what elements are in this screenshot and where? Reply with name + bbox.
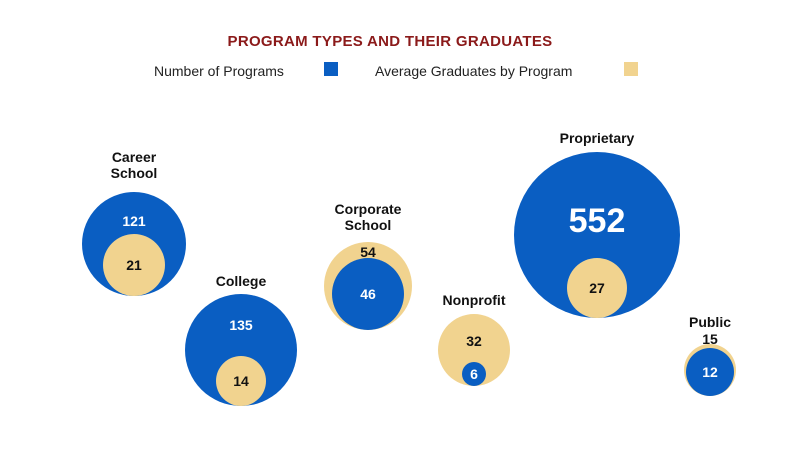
programs-value-label: 46 (360, 286, 376, 302)
programs-value-label: 6 (470, 366, 478, 382)
legend: Number of Programs Average Graduates by … (154, 62, 638, 79)
graduates-bubble (438, 314, 510, 386)
programs-value-label: 12 (702, 364, 718, 380)
chart-title: PROGRAM TYPES AND THEIR GRADUATES (228, 33, 553, 50)
programs-bubble (462, 362, 486, 386)
graduates-value-label: 27 (589, 280, 605, 296)
programs-bubble (514, 152, 680, 318)
programs-value-label: 135 (229, 317, 253, 333)
programs-value-label: 121 (122, 213, 146, 229)
bubble-group-public: Public 12 15 (684, 314, 736, 396)
graduates-bubble (216, 356, 266, 406)
graduates-value-label: 21 (126, 257, 142, 273)
category-label: College (216, 273, 267, 289)
bubble-group-nonprofit: Nonprofit 6 32 (438, 292, 510, 386)
category-label: Career (112, 149, 157, 165)
graduates-bubble (567, 258, 627, 318)
programs-bubble (686, 348, 734, 396)
category-label: Nonprofit (443, 292, 506, 308)
graduates-value-label: 54 (360, 244, 376, 260)
legend-label-graduates: Average Graduates by Program (375, 63, 572, 79)
graduates-bubble (103, 234, 165, 296)
category-label: Corporate (335, 201, 402, 217)
legend-swatch-graduates (624, 62, 638, 76)
bubble-group-proprietary: Proprietary 552 27 (514, 130, 680, 318)
programs-value-label: 552 (569, 202, 626, 240)
category-label: School (111, 165, 158, 181)
category-label: School (345, 217, 392, 233)
programs-bubble (332, 258, 404, 330)
legend-swatch-programs (324, 62, 338, 76)
category-label: Public (689, 314, 731, 330)
bubble-group-college: College 135 14 (185, 273, 297, 406)
graduates-value-label: 32 (466, 333, 482, 349)
graduates-value-label: 14 (233, 373, 249, 389)
legend-label-programs: Number of Programs (154, 63, 284, 79)
category-label: Proprietary (560, 130, 635, 146)
programs-bubble (185, 294, 297, 406)
graduates-value-label: 15 (702, 331, 718, 347)
